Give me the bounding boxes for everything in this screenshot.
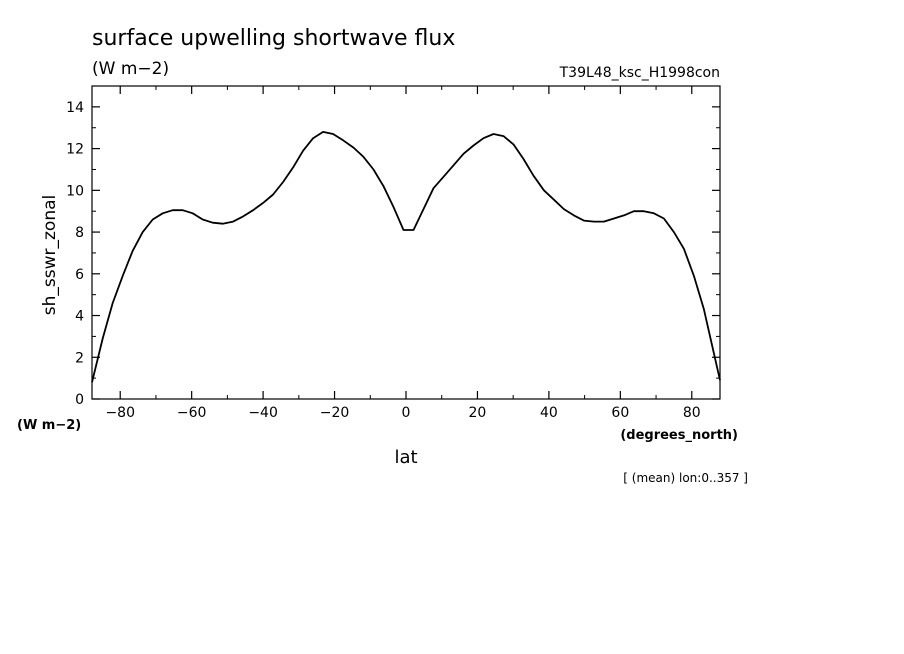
x-axis-label: lat [394, 447, 417, 468]
y-tick-label: 4 [75, 309, 84, 325]
y-units-label: (W m−2) [17, 418, 81, 433]
x-tick-label: −40 [248, 405, 278, 421]
y-tick-label: 12 [66, 142, 84, 158]
y-tick-label: 10 [66, 183, 84, 199]
x-units-label: (degrees_north) [620, 428, 738, 443]
run-label: T39L48_ksc_H1998con [559, 65, 720, 81]
chart-subtitle: (W m−2) [92, 59, 169, 79]
x-tick-label: −20 [320, 405, 350, 421]
x-tick-label: 0 [402, 405, 411, 421]
chart-title: surface upwelling shortwave flux [92, 26, 455, 51]
footnote: [ (mean) lon:0..357 ] [623, 471, 748, 485]
y-tick-label: 6 [75, 267, 84, 283]
y-tick-label: 8 [75, 225, 84, 241]
y-tick-label: 0 [75, 392, 84, 408]
x-tick-label: 80 [683, 405, 701, 421]
y-tick-label: 2 [75, 350, 84, 366]
series-line [91, 130, 721, 383]
x-axis: −80 −60 −40 −20 0 20 40 60 80 [105, 86, 701, 421]
y-tick-label: 14 [66, 100, 84, 116]
y-axis: 0 2 4 6 8 10 12 14 [66, 85, 720, 408]
x-tick-label: −60 [177, 405, 207, 421]
plot-frame [91, 85, 721, 400]
x-tick-label: −80 [105, 405, 135, 421]
x-tick-label: 20 [469, 405, 487, 421]
x-tick-label: 60 [611, 405, 629, 421]
y-axis-label: sh_sswr_zonal [40, 195, 60, 315]
x-tick-label: 40 [540, 405, 558, 421]
